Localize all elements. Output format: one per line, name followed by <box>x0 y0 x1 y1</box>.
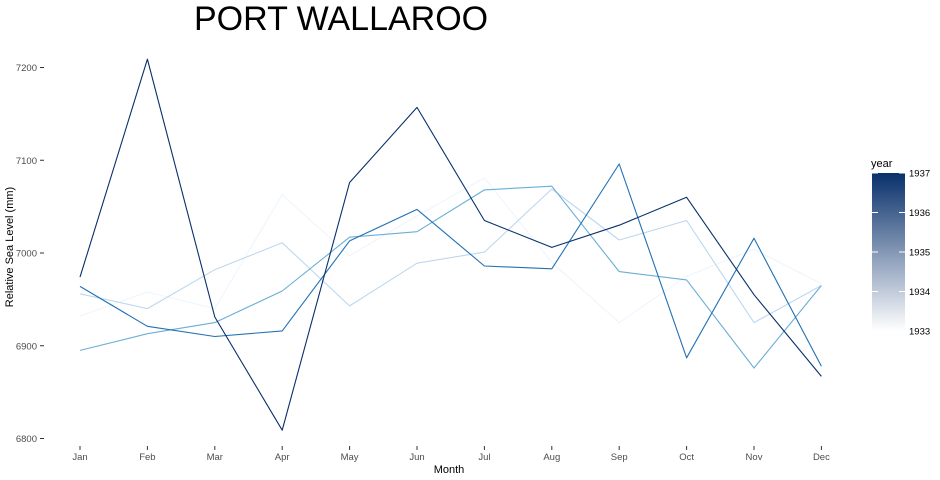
plot-lines <box>79 58 822 431</box>
x-tick-label: Jan <box>72 452 87 463</box>
chart-title: PORT WALLAROO <box>194 0 488 38</box>
legend-ticks: 1937 1936 1935 1934 1933 <box>872 169 930 338</box>
series-line-1937 <box>79 58 822 431</box>
series-line-1936 <box>79 163 822 367</box>
y-tick-label: 7200 <box>16 63 37 74</box>
series-line-1933 <box>79 177 822 324</box>
x-tick-label: Dec <box>813 452 830 463</box>
legend-label: 1936 <box>909 208 930 219</box>
x-tick-label: Mar <box>207 452 223 463</box>
legend: year 1937 1936 1935 1934 1933 <box>871 158 930 338</box>
y-axis-title: Relative Sea Level (mm) <box>4 187 16 307</box>
series-line-1935 <box>79 185 822 369</box>
y-axis: 6800 6900 7000 7100 7200 <box>16 63 44 445</box>
x-tick-label: Nov <box>746 452 763 463</box>
y-tick-label: 6800 <box>16 434 37 445</box>
x-tick-label: May <box>341 452 359 463</box>
x-axis-title: Month <box>434 464 465 476</box>
y-tick-label: 6900 <box>16 341 37 352</box>
x-tick-label: Sep <box>611 452 628 463</box>
x-tick-label: Oct <box>679 452 694 463</box>
legend-title: year <box>871 158 893 170</box>
x-axis: Jan Feb Mar Apr May Jun Jul Aug Sep Oct Nov Dec <box>72 446 830 463</box>
y-tick-label: 7100 <box>16 156 37 167</box>
y-tick-label: 7000 <box>16 249 37 260</box>
legend-label: 1937 <box>909 169 930 180</box>
x-tick-label: Aug <box>543 452 560 463</box>
x-tick-label: Jul <box>478 452 490 463</box>
legend-label: 1934 <box>909 287 930 298</box>
x-tick-label: Apr <box>275 452 290 463</box>
x-tick-label: Jun <box>409 452 424 463</box>
legend-label: 1933 <box>909 327 930 338</box>
legend-label: 1935 <box>909 248 930 259</box>
x-tick-label: Feb <box>139 452 155 463</box>
